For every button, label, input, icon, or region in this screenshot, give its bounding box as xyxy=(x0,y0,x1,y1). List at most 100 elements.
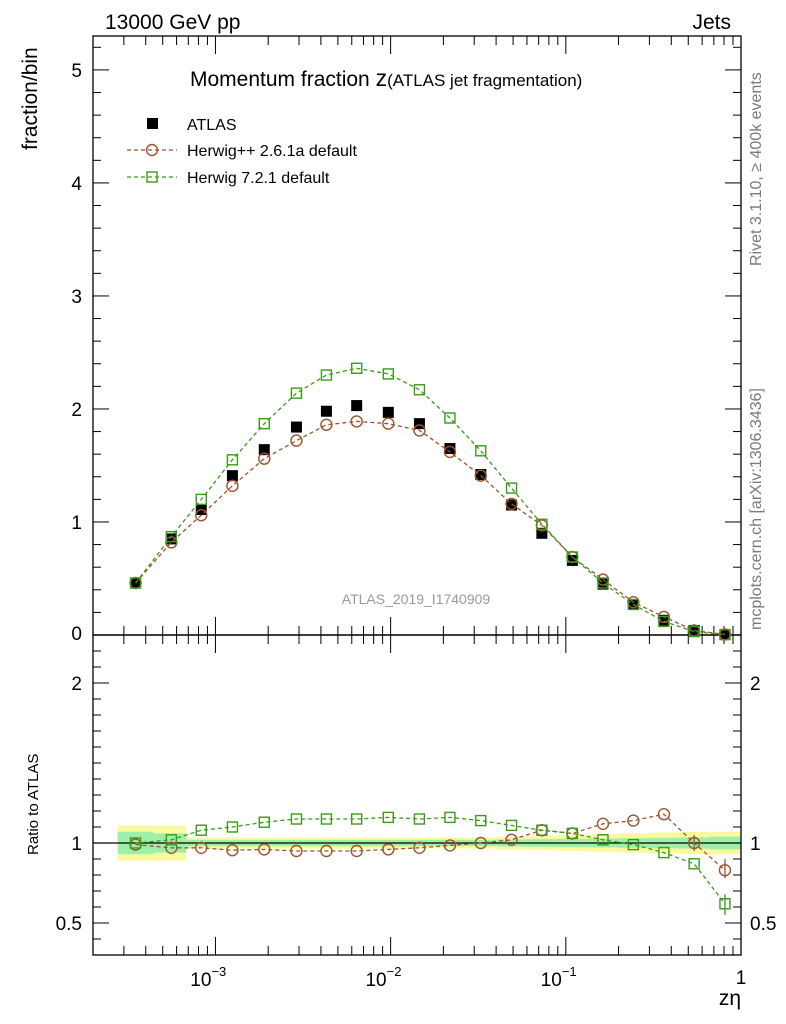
ratio-y-tick-label-left: 2 xyxy=(71,674,82,695)
herwig7-point-main xyxy=(627,598,640,611)
legend-label-herwigpp: Herwig++ 2.6.1a default xyxy=(187,143,357,160)
herwig7-point-main xyxy=(195,493,207,506)
legend-marker-herwig7 xyxy=(146,171,158,183)
herwigpp-point-ratio xyxy=(413,841,426,854)
herwig7-point-ratio xyxy=(627,838,640,851)
herwig7-point-ratio xyxy=(350,813,363,825)
mcplots-label: mcplots.cern.ch [arXiv:1306.3436] xyxy=(748,388,765,630)
ratio-y-axis-label: Ratio to ATLAS xyxy=(25,754,42,855)
ratio-frame xyxy=(92,634,742,956)
herwig7-point-ratio xyxy=(258,816,270,828)
herwigpp-point-ratio xyxy=(350,844,363,858)
x-tick-label-exponent: −2 xyxy=(387,964,402,979)
herwig7-point-main xyxy=(258,417,270,430)
y-tick-label: 5 xyxy=(71,61,82,82)
herwigpp-point-ratio xyxy=(657,808,671,821)
atlas-point xyxy=(475,469,487,481)
herwig7-line-ratio xyxy=(135,816,726,905)
chart-title: Momentum fraction z(ATLAS jet fragmentat… xyxy=(190,65,582,91)
herwig7-point-ratio xyxy=(129,837,142,849)
y-axis-label: fraction/bin xyxy=(19,47,42,150)
herwigpp-point-ratio xyxy=(195,841,208,854)
ratio-y-tick-label-left: 0.5 xyxy=(56,914,82,935)
herwigpp-point-main xyxy=(320,418,333,431)
atlas-point xyxy=(351,400,363,412)
atlas-point xyxy=(444,443,456,455)
header-left: 13000 GeV pp xyxy=(105,11,240,34)
x-tick-label: 10 xyxy=(541,970,562,991)
herwig7-point-main xyxy=(290,387,303,399)
atlas-point xyxy=(658,614,670,626)
chart-title-sub: (ATLAS jet fragmentation) xyxy=(387,71,582,90)
y-tick-label: 0 xyxy=(71,624,82,645)
herwig7-point-ratio xyxy=(536,824,548,836)
herwigpp-point-main xyxy=(443,445,457,459)
herwig7-point-ratio xyxy=(320,813,333,825)
atlas-point xyxy=(536,527,548,539)
herwig7-point-ratio xyxy=(566,827,579,840)
x-tick-label: 10 xyxy=(190,970,211,991)
herwig7-point-ratio xyxy=(382,811,395,824)
chart-title-main: Momentum fraction xyxy=(190,68,376,91)
herwigpp-point-main xyxy=(505,497,518,511)
atlas-point xyxy=(320,405,332,417)
ratio-y-tick-label-right: 2 xyxy=(750,674,761,695)
atlas-point xyxy=(290,421,302,433)
herwig7-point-ratio xyxy=(413,813,426,825)
herwigpp-point-ratio xyxy=(165,841,178,854)
herwig7-point-ratio xyxy=(475,814,487,827)
herwig7-point-ratio xyxy=(226,821,239,833)
herwigpp-point-main xyxy=(290,434,303,447)
herwig7-point-main xyxy=(129,577,142,589)
atlas-point xyxy=(506,499,518,511)
atlas-point xyxy=(226,470,238,482)
atlas-point xyxy=(165,533,177,545)
herwig7-point-ratio xyxy=(505,819,518,832)
herwig7-point-main xyxy=(719,628,731,641)
herwig7-point-main xyxy=(382,368,395,380)
herwigpp-point-main xyxy=(413,424,426,437)
herwigpp-point-main xyxy=(350,415,363,428)
legend-marker-atlas xyxy=(147,118,158,129)
herwig7-point-main xyxy=(658,615,670,628)
y-tick-label: 1 xyxy=(71,513,82,534)
herwigpp-point-main xyxy=(474,469,487,482)
ratio-y-tick-label-left: 1 xyxy=(71,834,82,855)
y-tick-label: 4 xyxy=(71,174,82,195)
herwig7-point-ratio xyxy=(444,811,456,824)
herwigpp-point-ratio xyxy=(443,839,457,852)
herwig7-point-main xyxy=(505,482,518,494)
herwig7-point-main xyxy=(597,577,609,589)
watermark: ATLAS_2019_I1740909 xyxy=(342,591,491,607)
herwig7-point-ratio xyxy=(195,824,207,836)
x-axis-label: zη xyxy=(719,987,741,1010)
herwigpp-point-main xyxy=(195,509,208,522)
herwigpp-point-ratio xyxy=(258,843,271,856)
herwigpp-point-main xyxy=(258,452,271,465)
herwig7-point-main xyxy=(350,362,363,374)
y-tick-label: 2 xyxy=(71,400,82,421)
atlas-point xyxy=(413,418,425,430)
atlas-point xyxy=(130,577,142,589)
herwig7-point-main xyxy=(536,518,548,530)
herwigpp-point-ratio xyxy=(290,844,303,858)
herwigpp-point-ratio xyxy=(627,814,640,827)
ratio-y-tick-label-right: 0.5 xyxy=(750,914,776,935)
atlas-point xyxy=(597,578,609,590)
herwig7-point-main xyxy=(688,625,700,638)
chart-title-z: z xyxy=(376,65,388,91)
herwigpp-point-ratio xyxy=(505,833,518,846)
herwigpp-point-ratio xyxy=(320,844,333,858)
legend-label-herwig7: Herwig 7.2.1 default xyxy=(187,170,330,187)
herwigpp-point-main xyxy=(226,479,239,493)
herwigpp-point-ratio xyxy=(596,817,610,830)
header-right: Jets xyxy=(692,11,731,34)
herwigpp-line-main xyxy=(135,420,726,636)
herwig7-point-ratio xyxy=(658,846,670,859)
herwigpp-point-ratio xyxy=(226,844,239,857)
herwig7-point-main xyxy=(475,445,487,457)
atlas-point xyxy=(258,444,270,456)
legend: ATLAS Herwig++ 2.6.1a default Herwig 7.2… xyxy=(127,117,357,187)
herwig7-point-main xyxy=(413,384,426,396)
